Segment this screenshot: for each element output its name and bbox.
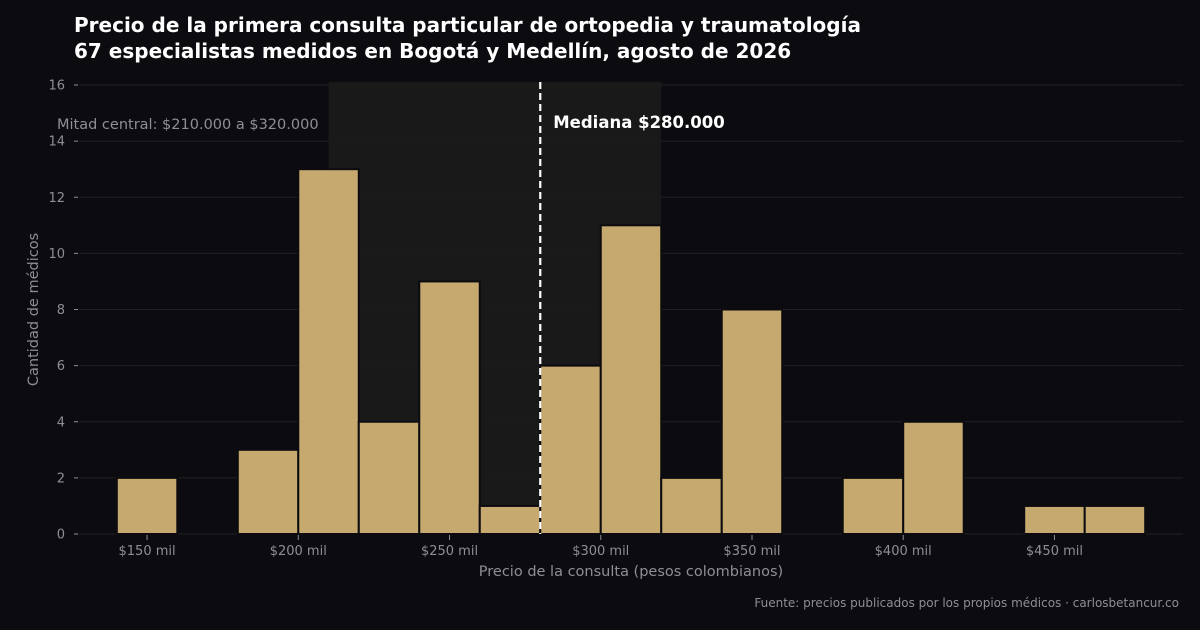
histogram-bar [115, 476, 179, 535]
histogram-bar [478, 504, 542, 535]
y-tick-label: 4 [57, 415, 65, 430]
histogram-bar [236, 448, 300, 535]
histogram-bar [841, 476, 905, 535]
x-tick-label: $450 mil [1026, 544, 1083, 559]
histogram-bar [1083, 504, 1147, 535]
y-axis-title: Cantidad de médicos [26, 233, 42, 386]
histogram-bar [720, 308, 784, 535]
x-tick-label: $250 mil [421, 544, 478, 559]
x-tick-label: $200 mil [270, 544, 327, 559]
y-tick-label: 8 [57, 303, 65, 318]
histogram-bar [357, 420, 421, 535]
y-tick-label: 2 [57, 471, 65, 486]
chart-title-line-2: 67 especialistas medidos en Bogotá y Med… [74, 39, 792, 63]
median-label: Mediana $280.000 [553, 113, 724, 132]
y-tick-label: 14 [48, 135, 65, 150]
histogram-bar [539, 364, 602, 535]
x-tick-label: $300 mil [572, 544, 629, 559]
histogram-bar [1023, 504, 1086, 535]
histogram-bar [418, 280, 481, 535]
histogram-bar [599, 224, 663, 535]
y-tick-label: 16 [48, 79, 65, 94]
x-tick-label: $350 mil [723, 544, 780, 559]
histogram-bar [297, 168, 360, 535]
chart-title: Precio de la primera consulta particular… [74, 12, 861, 64]
y-tick-label: 6 [57, 359, 65, 374]
y-tick-label: 0 [57, 528, 65, 543]
y-tick-label: 12 [48, 191, 65, 206]
x-tick-label: $150 mil [119, 544, 176, 559]
histogram-bar [902, 420, 965, 535]
histogram-bar [660, 476, 723, 535]
y-tick-label: 10 [48, 247, 65, 262]
x-tick-label: $400 mil [875, 544, 932, 559]
x-axis-title: Precio de la consulta (pesos colombianos… [479, 564, 783, 580]
central-band-label: Mitad central: $210.000 a $320.000 [57, 117, 319, 133]
source-note: Fuente: precios publicados por los propi… [754, 596, 1179, 610]
chart-title-line-1: Precio de la primera consulta particular… [74, 13, 861, 37]
